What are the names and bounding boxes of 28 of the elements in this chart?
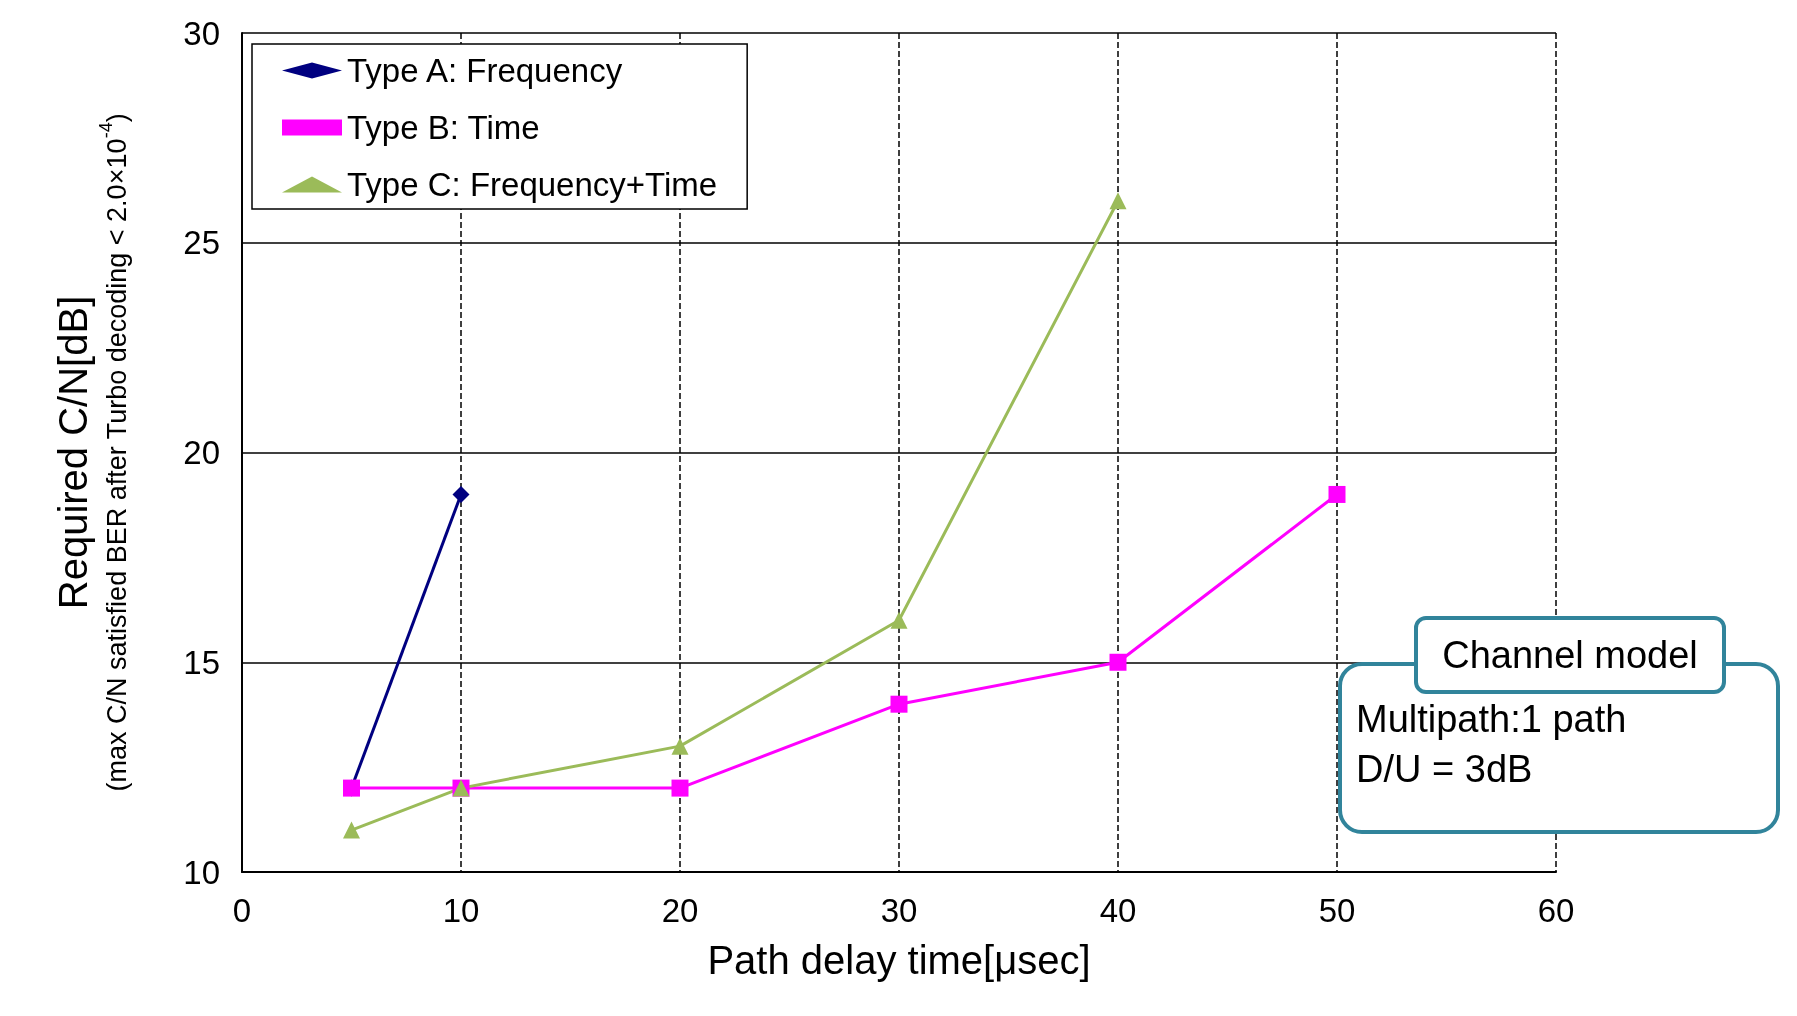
- point: [671, 737, 689, 755]
- y-axis-title: Required C/N[dB] (max C/N satisfied BER after Turbo decoding < 2.0×10-4): [51, 113, 132, 792]
- x-tick-label: 40: [1099, 892, 1137, 929]
- point: [671, 779, 689, 797]
- x-tick-label: 30: [880, 892, 918, 929]
- annotation: Channel model: [1414, 616, 1726, 694]
- y-tick-label: 15: [183, 643, 220, 681]
- point: [890, 611, 908, 629]
- point: [1109, 192, 1127, 210]
- point: [343, 821, 360, 839]
- legend-label: Type C: Frequency+Time: [347, 166, 718, 203]
- legend-label: Type A: Frequency: [347, 52, 623, 89]
- legend-label: Type B: Time: [347, 109, 540, 146]
- y-tick-label: 20: [183, 434, 220, 471]
- point: [1109, 653, 1127, 671]
- point: [890, 695, 908, 713]
- x-tick-label: 50: [1318, 892, 1356, 929]
- point: [1328, 485, 1346, 503]
- annotation: Multipath:1 path D/U = 3dB: [1356, 698, 1627, 790]
- y-tick-label: 25: [183, 224, 220, 262]
- x-tick-label: 0: [232, 892, 252, 929]
- x-tick-label: 20: [661, 892, 699, 929]
- point: [452, 485, 470, 503]
- x-tick-label: 10: [442, 892, 480, 929]
- y-tick-label: 10: [183, 853, 220, 891]
- x-axis-title: Path delay time[μsec]: [707, 938, 1091, 982]
- y-tick-label: 30: [183, 14, 220, 52]
- x-tick-label: 60: [1537, 892, 1575, 929]
